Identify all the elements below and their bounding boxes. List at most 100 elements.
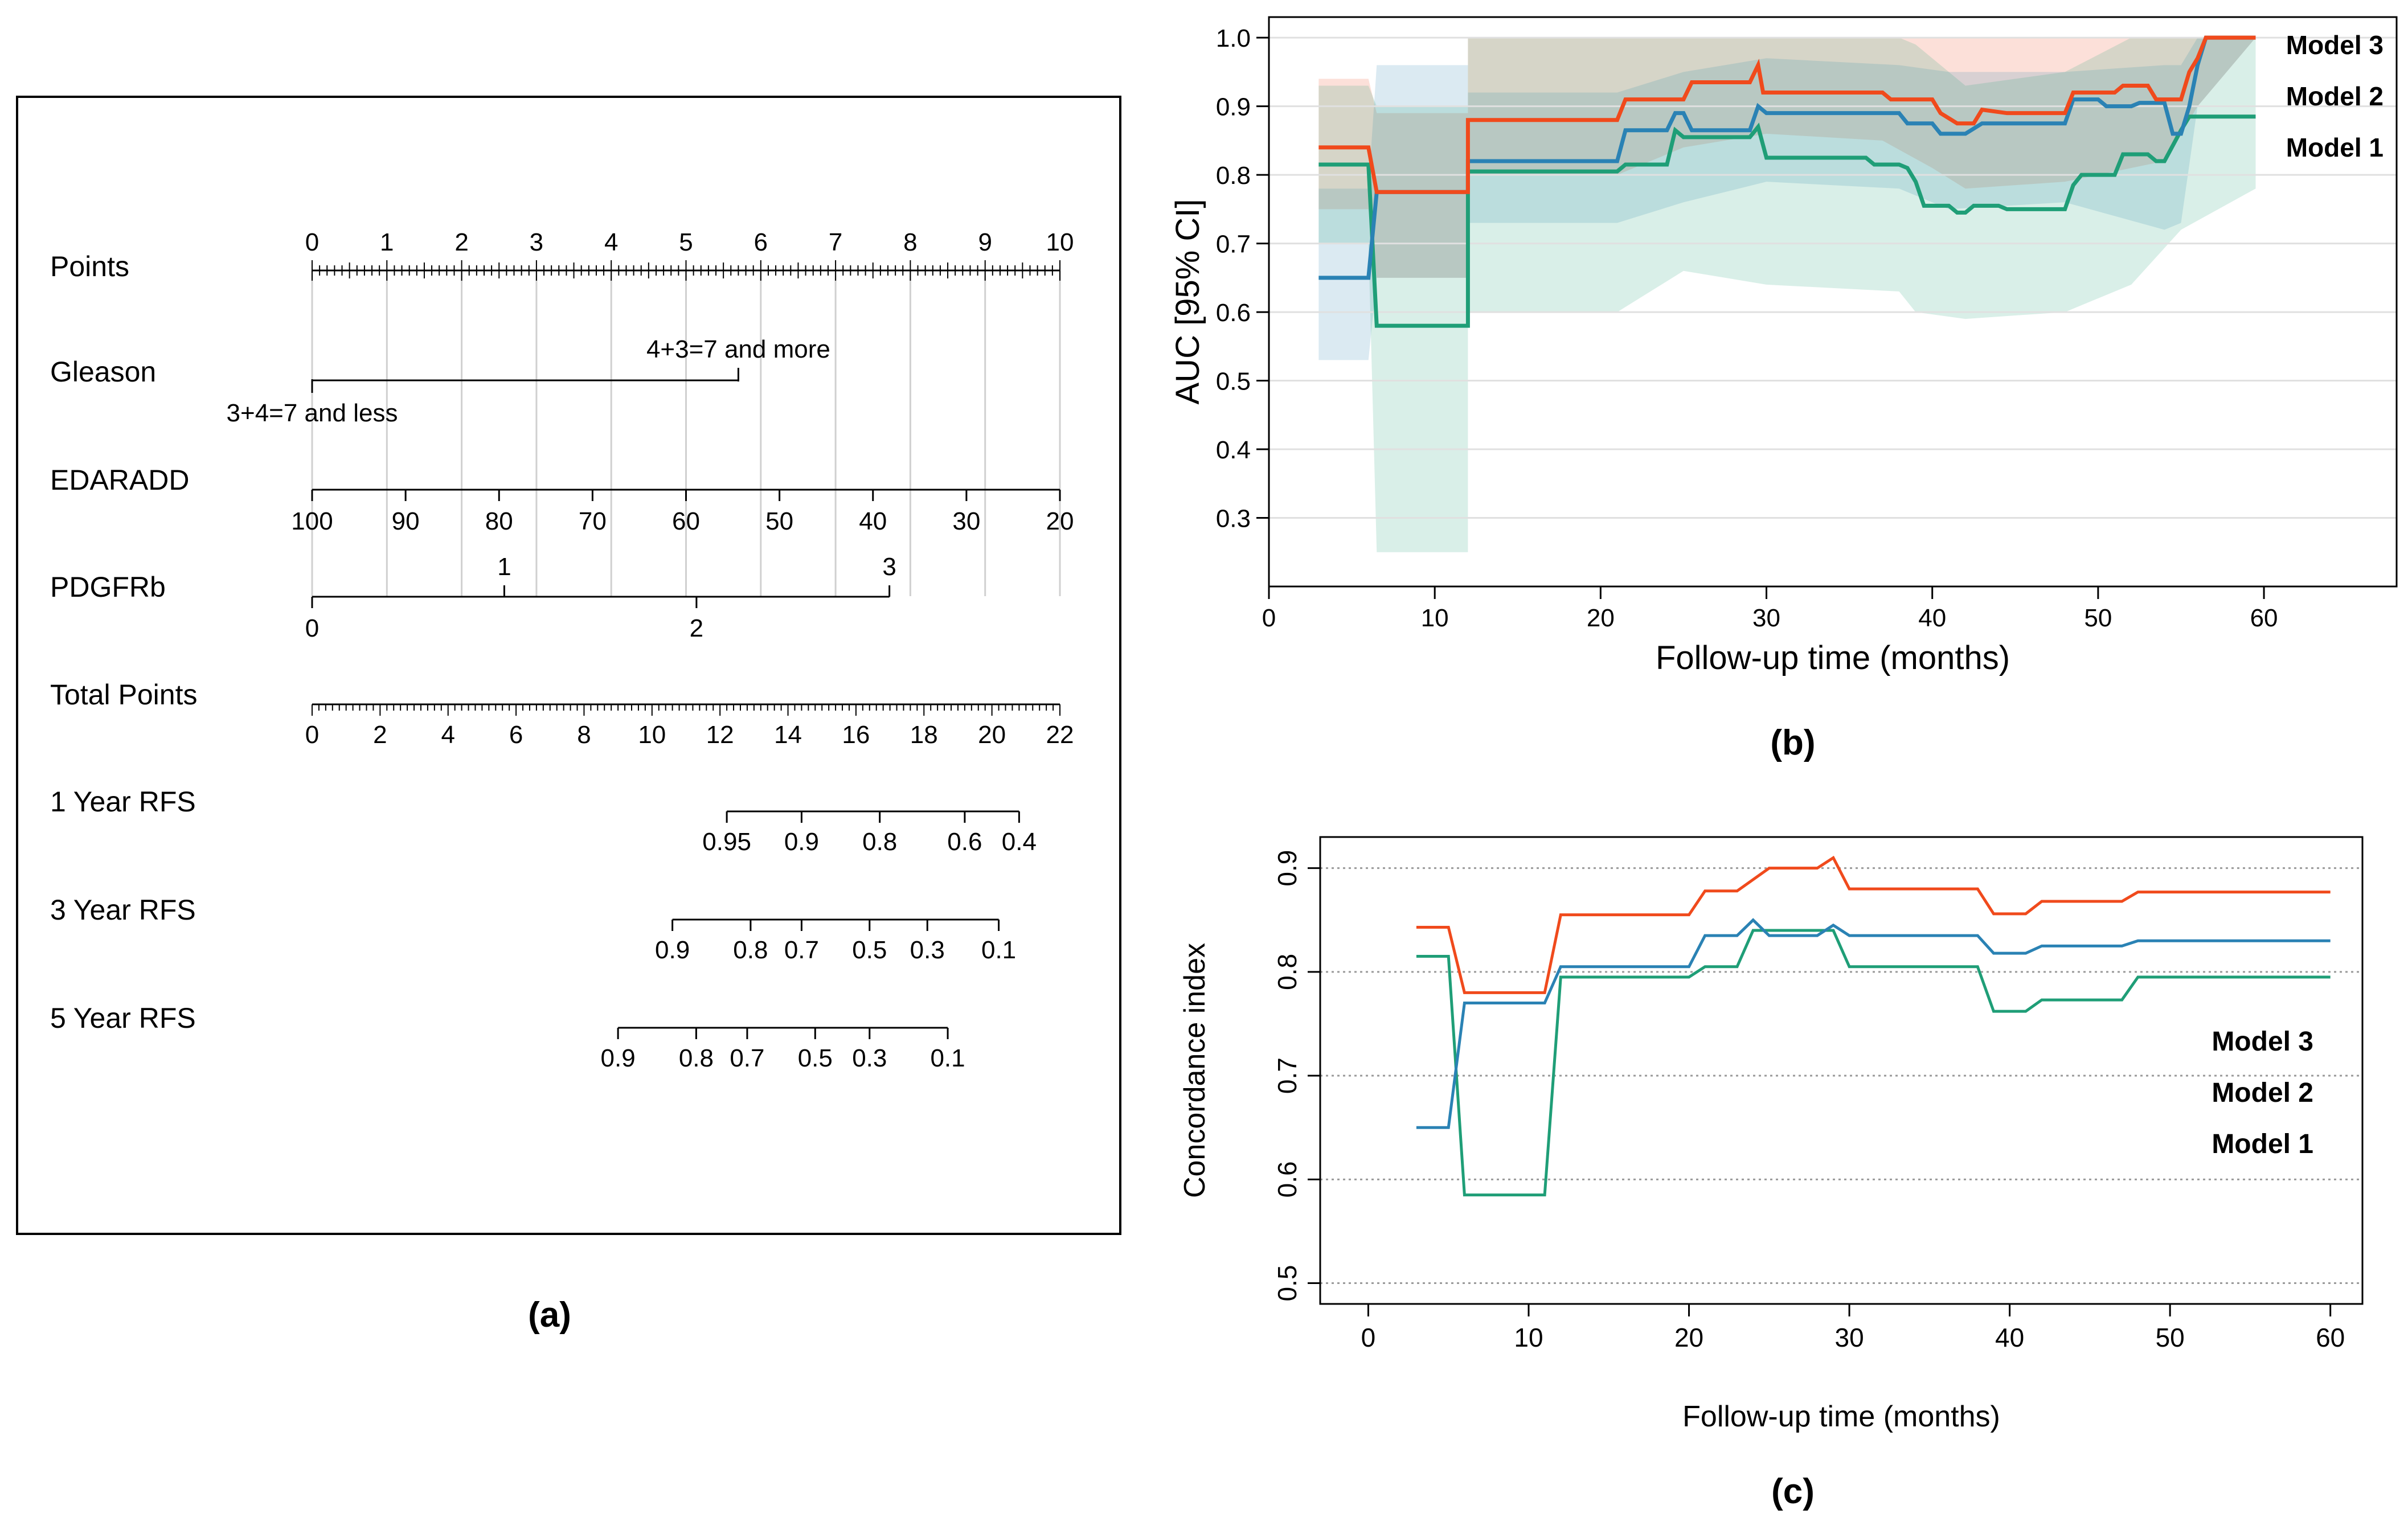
nomogram-panel: Points Gleason EDARADD PDGFRb Total Points 1 … (16, 96, 1121, 1235)
legend-item-model-1: Model 1 (2212, 1129, 2313, 1159)
pdgfrb-tick-label: 1 (497, 553, 511, 581)
points-tick-label: 9 (978, 228, 992, 256)
x-tick-label: 0 (1262, 604, 1276, 632)
rfs-tick-label: 0.8 (733, 936, 768, 964)
series-line-model-1 (1416, 929, 2331, 1197)
panel-label-c: (c) (1771, 1472, 1815, 1511)
total-points-tick-label: 16 (842, 721, 870, 749)
auc-chart: 0 10 20 30 40 50 60 0.3 0.4 0.5 0.6 0.7 0.8 0.9 1.0 Mo… (1169, 16, 2398, 676)
x-tick-label: 20 (1587, 604, 1615, 632)
rfs-tick-label: 0.9 (784, 828, 819, 856)
panel-label-b: (b) (1770, 723, 1815, 762)
rfs-tick-label: 0.1 (930, 1044, 965, 1072)
edaradd-tick-label: 40 (859, 507, 887, 535)
x-tick-label: 20 (1674, 1323, 1703, 1352)
row-label-5-year-rfs: 5 Year RFS (50, 1002, 196, 1034)
points-tick-label: 0 (305, 228, 319, 256)
rfs-tick-label: 0.3 (852, 1044, 887, 1072)
rfs-tick-label: 0.9 (655, 936, 690, 964)
y-tick-label: 0.5 (1216, 368, 1251, 396)
row-label-pdgfrb: PDGFRb (50, 571, 166, 603)
rfs-tick-label: 0.8 (862, 828, 897, 856)
y-tick-label: 0.9 (1216, 93, 1251, 121)
legend-item-model-3: Model 3 (2212, 1027, 2313, 1057)
concordance-plot-frame (1319, 836, 2364, 1305)
total-points-tick-label: 22 (1046, 721, 1074, 749)
concordance-series (1416, 855, 2331, 1197)
points-tick-label: 10 (1046, 228, 1074, 256)
points-tick-label: 3 (530, 228, 543, 256)
points-tick-label: 6 (754, 228, 768, 256)
auc-gridlines (1269, 36, 2397, 519)
y-tick-label: 0.8 (1216, 162, 1251, 190)
edaradd-tick-label: 50 (765, 507, 793, 535)
rfs-tick-label: 0.5 (852, 936, 887, 964)
points-tick-label: 2 (454, 228, 468, 256)
total-points-tick-label: 18 (910, 721, 938, 749)
y-tick-label: 0.9 (1272, 850, 1302, 887)
concordance-legend: Model 3 Model 2 Model 1 (2212, 1027, 2313, 1159)
y-tick-label: 0.5 (1272, 1265, 1302, 1302)
row-label-gleason: Gleason (50, 356, 156, 388)
nomogram-frame (16, 96, 1121, 1235)
total-points-tick-label: 14 (774, 721, 802, 749)
gleason-category-label: 3+4=7 and less (227, 399, 398, 427)
y-tick-label: 0.7 (1272, 1057, 1302, 1094)
nomogram-gridlines (311, 270, 1061, 596)
x-tick-label: 60 (2250, 604, 2278, 632)
concordance-y-axis-label: Concordance index (1178, 943, 1211, 1198)
edaradd-tick-label: 70 (579, 507, 607, 535)
rfs-tick-label: 0.7 (784, 936, 819, 964)
panel-label-a: (a) (528, 1295, 571, 1335)
edaradd-tick-label: 20 (1046, 507, 1074, 535)
row-label-points: Points (50, 251, 129, 282)
y-tick-label: 0.3 (1216, 505, 1251, 533)
y-tick-label: 0.7 (1216, 231, 1251, 259)
total-points-tick-label: 2 (373, 721, 387, 749)
total-points-tick-label: 20 (978, 721, 1006, 749)
auc-legend: Model 3 Model 2 Model 1 (2286, 30, 2384, 162)
series-line-model-3 (1318, 35, 2256, 194)
y-tick-label: 0.6 (1216, 299, 1251, 327)
series-line-model-2 (1416, 918, 2331, 1129)
auc-x-axis-label: Follow-up time (months) (1656, 639, 2010, 676)
x-tick-label: 50 (2156, 1323, 2185, 1352)
total-points-tick-label: 8 (577, 721, 591, 749)
edaradd-tick-label: 90 (392, 507, 420, 535)
series-line-model-2 (1318, 35, 2256, 280)
gleason-category-label: 4+3=7 and more (646, 335, 830, 363)
total-points-tick-label: 0 (305, 721, 319, 749)
auc-axes: 0 10 20 30 40 50 60 0.3 0.4 0.5 0.6 0.7 0.8 0.9 1.0 (1216, 24, 2278, 632)
row-label-total-points: Total Points (50, 679, 197, 711)
row-label-1-year-rfs: 1 Year RFS (50, 786, 196, 818)
auc-y-axis-label: AUC [95% CI] (1169, 199, 1206, 405)
y-tick-label: 1.0 (1216, 24, 1251, 52)
auc-series (1318, 35, 2256, 328)
rfs-tick-label: 0.5 (798, 1044, 833, 1072)
series-line-model-1 (1318, 114, 2256, 328)
x-tick-label: 40 (1995, 1323, 2024, 1352)
points-tick-label: 5 (679, 228, 693, 256)
ci-band-model-3 (1318, 38, 2256, 278)
ci-band-model-1 (1318, 38, 2256, 552)
points-tick-label: 4 (604, 228, 618, 256)
legend-item-model-3: Model 3 (2286, 30, 2384, 60)
edaradd-tick-label: 80 (485, 507, 513, 535)
row-label-edaradd: EDARADD (50, 464, 189, 496)
pdgfrb-tick-label: 2 (690, 614, 703, 642)
x-tick-label: 30 (1834, 1323, 1864, 1352)
points-tick-label: 1 (380, 228, 394, 256)
total-points-tick-label: 4 (441, 721, 454, 749)
edaradd-tick-label: 60 (672, 507, 700, 535)
x-tick-label: 30 (1752, 604, 1780, 632)
points-tick-label: 8 (903, 228, 917, 256)
rfs-tick-label: 0.9 (601, 1044, 636, 1072)
x-tick-label: 0 (1361, 1323, 1376, 1352)
x-tick-label: 50 (2084, 604, 2112, 632)
total-points-tick-label: 10 (638, 721, 666, 749)
edaradd-tick-label: 30 (952, 507, 980, 535)
y-tick-label: 0.8 (1272, 954, 1302, 990)
points-tick-label: 7 (829, 228, 842, 256)
series-line-model-3 (1416, 855, 2331, 994)
